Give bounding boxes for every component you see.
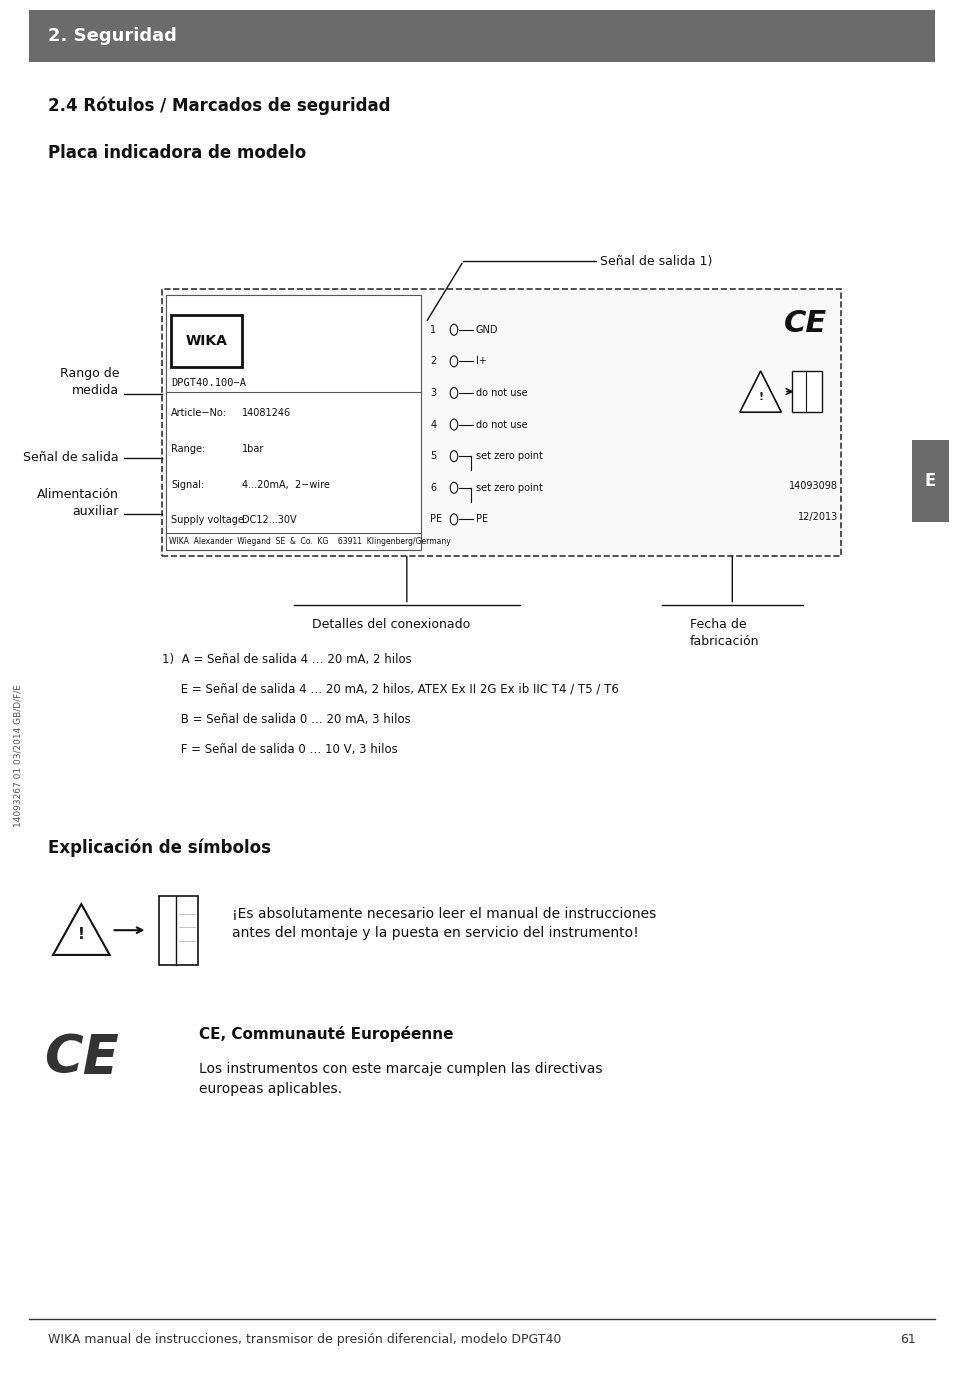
Text: E: E <box>923 471 935 491</box>
Text: Explicación de símbolos: Explicación de símbolos <box>49 838 271 856</box>
Bar <box>910 440 948 522</box>
Text: 2.4 Rótulos / Marcados de seguridad: 2.4 Rótulos / Marcados de seguridad <box>49 96 391 114</box>
Bar <box>791 371 821 412</box>
Bar <box>166 295 420 550</box>
Text: 5: 5 <box>430 451 436 462</box>
Text: Article−No:: Article−No: <box>171 408 227 418</box>
Text: CE: CE <box>44 1032 118 1084</box>
Text: Los instrumentos con este marcaje cumplen las directivas
europeas aplicables.: Los instrumentos con este marcaje cumple… <box>199 1062 602 1095</box>
Text: 14093267 01 03/2014 GB/D/F/E: 14093267 01 03/2014 GB/D/F/E <box>13 684 23 827</box>
Bar <box>161 289 840 556</box>
Text: 2: 2 <box>430 356 436 367</box>
Polygon shape <box>740 371 781 412</box>
Text: Supply voltage:: Supply voltage: <box>171 515 247 525</box>
Text: Range:: Range: <box>171 444 205 453</box>
Text: Señal de salida: Señal de salida <box>24 451 119 464</box>
Text: 6: 6 <box>430 482 436 493</box>
Text: WIKA manual de instrucciones, transmisor de presión diferencial, modelo DPGT40: WIKA manual de instrucciones, transmisor… <box>49 1333 561 1345</box>
Text: 2. Seguridad: 2. Seguridad <box>49 27 177 45</box>
Text: 1: 1 <box>430 324 436 335</box>
Text: Fecha de
fabricación: Fecha de fabricación <box>689 618 759 649</box>
Text: Alimentación
auxiliar: Alimentación auxiliar <box>37 488 119 518</box>
Text: Detalles del conexionado: Detalles del conexionado <box>313 618 470 631</box>
Text: 4...20mA,  2−wire: 4...20mA, 2−wire <box>241 480 330 489</box>
Text: CE: CE <box>783 309 826 338</box>
Text: PE: PE <box>476 514 487 525</box>
Bar <box>158 896 198 965</box>
Text: 3: 3 <box>430 387 436 398</box>
Text: Signal:: Signal: <box>171 480 204 489</box>
Text: 14093098: 14093098 <box>788 481 837 491</box>
FancyBboxPatch shape <box>30 10 934 62</box>
Text: !: ! <box>758 392 762 403</box>
Text: Señal de salida 1): Señal de salida 1) <box>599 254 712 268</box>
Text: GND: GND <box>476 324 497 335</box>
Text: F = Señal de salida 0 … 10 V, 3 hilos: F = Señal de salida 0 … 10 V, 3 hilos <box>161 743 396 756</box>
Text: ¡Es absolutamente necesario leer el manual de instrucciones
antes del montaje y : ¡Es absolutamente necesario leer el manu… <box>232 907 656 940</box>
Text: Rango de
medida: Rango de medida <box>59 367 119 397</box>
Text: do not use: do not use <box>476 387 527 398</box>
Text: !: ! <box>78 927 85 941</box>
Text: set zero point: set zero point <box>476 482 542 493</box>
Text: B = Señal de salida 0 … 20 mA, 3 hilos: B = Señal de salida 0 … 20 mA, 3 hilos <box>161 713 410 725</box>
Polygon shape <box>53 904 110 955</box>
Text: 1)  A = Señal de salida 4 … 20 mA, 2 hilos: 1) A = Señal de salida 4 … 20 mA, 2 hilo… <box>161 653 411 665</box>
Text: DC12...30V: DC12...30V <box>241 515 296 525</box>
Text: set zero point: set zero point <box>476 451 542 462</box>
Text: 1bar: 1bar <box>241 444 264 453</box>
Text: E = Señal de salida 4 … 20 mA, 2 hilos, ATEX Ex II 2G Ex ib IIC T4 / T5 / T6: E = Señal de salida 4 … 20 mA, 2 hilos, … <box>161 683 618 695</box>
Text: I+: I+ <box>476 356 486 367</box>
Text: PE: PE <box>430 514 442 525</box>
Text: 14081246: 14081246 <box>241 408 291 418</box>
Bar <box>171 315 241 367</box>
Text: DPGT40.100−A: DPGT40.100−A <box>171 378 246 387</box>
Text: 12/2013: 12/2013 <box>797 513 837 522</box>
Text: WIKA  Alexander  Wiegand  SE  &  Co.  KG    63911  Klingenberg/Germany: WIKA Alexander Wiegand SE & Co. KG 63911… <box>169 537 451 545</box>
Text: 4: 4 <box>430 419 436 430</box>
Text: WIKA: WIKA <box>185 334 227 348</box>
Text: 61: 61 <box>900 1333 915 1345</box>
Text: CE, Communauté Européenne: CE, Communauté Européenne <box>199 1026 454 1043</box>
Text: Placa indicadora de modelo: Placa indicadora de modelo <box>49 144 306 162</box>
Text: do not use: do not use <box>476 419 527 430</box>
